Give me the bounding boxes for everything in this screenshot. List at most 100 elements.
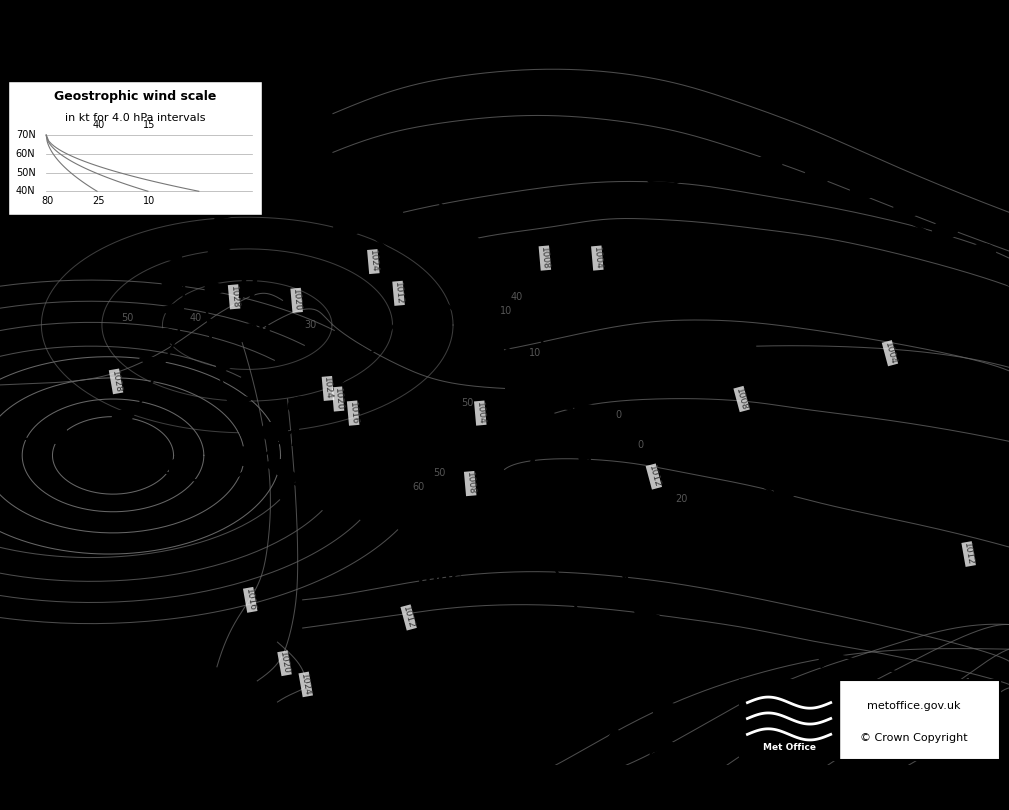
Text: 998: 998 xyxy=(894,329,932,347)
Circle shape xyxy=(314,370,340,389)
Polygon shape xyxy=(599,517,627,535)
Text: 1024: 1024 xyxy=(368,249,378,273)
Polygon shape xyxy=(582,617,610,634)
Polygon shape xyxy=(585,481,612,499)
Polygon shape xyxy=(263,458,291,476)
Polygon shape xyxy=(604,521,630,537)
Text: L: L xyxy=(906,286,920,310)
Circle shape xyxy=(162,275,184,289)
Circle shape xyxy=(396,181,423,200)
Text: 40: 40 xyxy=(511,292,523,302)
Polygon shape xyxy=(652,735,677,752)
Text: 993: 993 xyxy=(97,452,135,470)
Bar xyxy=(740,680,838,760)
Circle shape xyxy=(261,422,288,441)
Circle shape xyxy=(486,291,513,309)
Text: L: L xyxy=(563,536,577,561)
Circle shape xyxy=(703,153,728,170)
Text: 1024: 1024 xyxy=(300,672,312,697)
Text: 1016: 1016 xyxy=(244,588,256,612)
Polygon shape xyxy=(628,588,655,606)
Text: 0: 0 xyxy=(615,410,622,420)
Text: H: H xyxy=(716,497,737,522)
Text: 1012: 1012 xyxy=(402,605,416,629)
Polygon shape xyxy=(641,624,667,642)
Polygon shape xyxy=(605,728,632,744)
Text: L: L xyxy=(475,290,489,313)
Polygon shape xyxy=(867,663,889,681)
Text: 998: 998 xyxy=(463,332,501,350)
Text: 1009: 1009 xyxy=(615,660,666,678)
Text: L: L xyxy=(432,530,446,553)
Polygon shape xyxy=(959,696,981,714)
Text: 1004: 1004 xyxy=(475,401,485,425)
Polygon shape xyxy=(628,579,653,596)
Polygon shape xyxy=(228,129,254,147)
Polygon shape xyxy=(649,661,675,679)
Text: 60N: 60N xyxy=(16,149,35,159)
Text: Geostrophic wind scale: Geostrophic wind scale xyxy=(54,91,216,104)
Text: © Crown Copyright: © Crown Copyright xyxy=(861,732,968,743)
Polygon shape xyxy=(214,356,241,373)
Text: 1016: 1016 xyxy=(701,540,752,558)
Polygon shape xyxy=(573,403,599,419)
Text: 1028: 1028 xyxy=(229,285,239,309)
Polygon shape xyxy=(208,241,234,259)
Circle shape xyxy=(416,295,443,313)
Polygon shape xyxy=(239,429,266,447)
Text: 1012: 1012 xyxy=(647,464,661,488)
Circle shape xyxy=(125,382,147,396)
Text: 1028: 1028 xyxy=(110,369,122,394)
Text: 1015: 1015 xyxy=(272,470,323,488)
Circle shape xyxy=(851,181,876,199)
Polygon shape xyxy=(551,120,575,137)
Circle shape xyxy=(169,458,195,476)
Polygon shape xyxy=(627,154,652,170)
Text: Met Office: Met Office xyxy=(763,744,815,752)
Circle shape xyxy=(719,440,742,456)
Text: 50: 50 xyxy=(433,468,445,478)
Polygon shape xyxy=(157,301,184,320)
Circle shape xyxy=(206,463,232,481)
Circle shape xyxy=(363,318,389,337)
Text: in kt for 4.0 hPa intervals: in kt for 4.0 hPa intervals xyxy=(65,113,206,123)
Polygon shape xyxy=(628,686,656,704)
Polygon shape xyxy=(542,548,570,565)
Polygon shape xyxy=(623,699,648,715)
Polygon shape xyxy=(353,482,379,500)
Text: 1012: 1012 xyxy=(963,542,975,566)
Polygon shape xyxy=(508,513,534,532)
Circle shape xyxy=(745,461,768,477)
Text: 1006: 1006 xyxy=(414,572,464,590)
Polygon shape xyxy=(139,357,167,373)
Polygon shape xyxy=(590,462,614,478)
Polygon shape xyxy=(714,637,738,654)
Polygon shape xyxy=(155,245,183,262)
Text: 1004: 1004 xyxy=(592,246,602,270)
Text: 1020: 1020 xyxy=(278,651,291,676)
Text: 1004: 1004 xyxy=(510,494,560,512)
Text: 1016: 1016 xyxy=(348,401,358,425)
Text: H: H xyxy=(237,279,257,303)
Polygon shape xyxy=(766,639,790,657)
Text: 1009: 1009 xyxy=(545,579,595,597)
Text: 10: 10 xyxy=(500,306,513,316)
Text: 1008: 1008 xyxy=(735,386,749,411)
Polygon shape xyxy=(461,490,485,509)
Polygon shape xyxy=(215,202,242,220)
Text: 25: 25 xyxy=(92,196,105,206)
Text: 1008: 1008 xyxy=(540,246,550,270)
Circle shape xyxy=(368,156,395,174)
Text: 1024: 1024 xyxy=(323,377,333,400)
Text: 1004: 1004 xyxy=(883,341,897,365)
Circle shape xyxy=(932,221,958,239)
Text: 70N: 70N xyxy=(16,130,35,140)
Circle shape xyxy=(757,156,782,173)
Polygon shape xyxy=(108,409,136,426)
Text: 1020: 1020 xyxy=(292,288,302,312)
Text: 1020: 1020 xyxy=(333,387,343,411)
Polygon shape xyxy=(638,640,661,657)
Text: H: H xyxy=(837,484,858,508)
Polygon shape xyxy=(226,394,253,411)
Polygon shape xyxy=(408,481,434,499)
